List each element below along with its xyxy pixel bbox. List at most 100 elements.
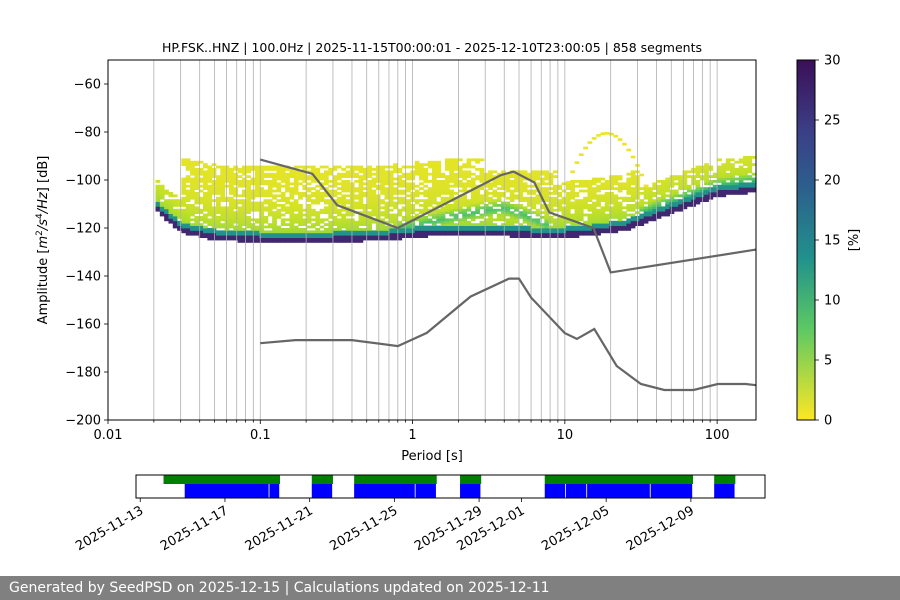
heatmap-cell <box>660 184 666 188</box>
heatmap-cell <box>449 163 454 166</box>
heatmap-cell <box>311 201 316 205</box>
heatmap-cell <box>194 228 200 231</box>
heatmap-cell <box>293 177 299 181</box>
heatmap-cell <box>475 187 480 190</box>
heatmap-cell <box>393 187 398 190</box>
heatmap-cell <box>423 168 429 171</box>
heatmap-cell <box>682 182 688 186</box>
heatmap-cell <box>319 177 325 181</box>
heatmap-cell <box>406 218 411 222</box>
heatmap-cell <box>272 196 277 200</box>
heatmap-cell <box>457 196 463 200</box>
heatmap-cell <box>228 182 234 186</box>
heatmap-cell <box>306 240 312 243</box>
heatmap-cell <box>600 177 606 181</box>
heatmap-cell <box>267 204 273 207</box>
heatmap-cell <box>375 211 381 214</box>
heatmap-cell <box>522 206 528 210</box>
heatmap-cell <box>380 172 385 176</box>
heatmap-cell <box>224 184 230 188</box>
heatmap-cell <box>669 204 675 207</box>
heatmap-cell <box>665 204 670 207</box>
heatmap-cell <box>436 211 442 214</box>
heatmap-cell <box>336 211 342 214</box>
heatmap-cell <box>241 237 247 241</box>
heatmap-cell <box>730 172 735 176</box>
heatmap-cell <box>721 175 727 178</box>
heatmap-cell <box>155 189 161 193</box>
colorbar-tick-label: 30 <box>824 54 841 69</box>
heatmap-cell <box>483 192 489 195</box>
heatmap-cell <box>518 213 524 217</box>
heatmap-cell <box>557 232 562 236</box>
heatmap-cell <box>695 187 701 190</box>
heatmap-cell <box>181 230 187 234</box>
heatmap-cell <box>155 204 161 207</box>
heatmap-cell <box>453 218 459 222</box>
heatmap-cell <box>224 172 230 176</box>
heatmap-cell <box>423 184 429 188</box>
heatmap-cell <box>220 189 226 193</box>
heatmap-cell <box>185 206 191 210</box>
heatmap-cell <box>246 184 251 188</box>
heatmap-cell <box>492 192 498 195</box>
heatmap-cell <box>734 187 740 190</box>
heatmap-cell <box>203 170 208 174</box>
heatmap-cell <box>509 225 515 229</box>
heatmap-cell <box>470 232 476 236</box>
heatmap-cell <box>276 211 282 214</box>
heatmap-cell <box>362 182 368 186</box>
heatmap-cell <box>626 187 632 190</box>
heatmap-cell <box>306 216 312 219</box>
heatmap-cell <box>505 196 511 200</box>
heatmap-cell <box>470 230 476 234</box>
heatmap-cell <box>643 213 649 217</box>
heatmap-cell <box>393 170 398 174</box>
heatmap-cell <box>743 170 748 174</box>
heatmap-cell <box>626 218 632 222</box>
heatmap-cell <box>475 204 480 207</box>
heatmap-cell <box>285 223 290 226</box>
heatmap-cell <box>168 211 174 214</box>
heatmap-cell <box>371 168 377 171</box>
heatmap-cell <box>591 223 597 226</box>
heatmap-cell <box>285 206 290 210</box>
heatmap-cell <box>267 192 273 195</box>
heatmap-cell <box>220 208 226 212</box>
heatmap-cell <box>427 201 433 205</box>
heatmap-cell <box>514 204 519 207</box>
heatmap-cell <box>717 158 722 162</box>
heatmap-cell <box>427 213 433 217</box>
heatmap-cell <box>332 192 338 195</box>
heatmap-cell <box>587 216 593 219</box>
heatmap-cell <box>578 153 584 156</box>
heatmap-cell <box>725 172 731 176</box>
heatmap-cell <box>743 168 748 171</box>
heatmap-cell <box>492 180 498 183</box>
heatmap-cell <box>358 165 364 169</box>
heatmap-cell <box>738 168 744 171</box>
heatmap-cell <box>470 177 476 181</box>
heatmap-cell <box>371 208 377 212</box>
heatmap-cell <box>241 211 247 214</box>
heatmap-cell <box>228 168 234 171</box>
heatmap-cell <box>678 177 683 181</box>
heatmap-cell <box>596 204 601 207</box>
heatmap-cell <box>462 175 467 178</box>
heatmap-cell <box>328 189 334 193</box>
heatmap-cell <box>324 218 329 222</box>
heatmap-cell <box>583 206 588 210</box>
heatmap-cell <box>181 208 187 212</box>
heatmap-cell <box>587 180 593 183</box>
heatmap-cell <box>682 172 688 176</box>
heatmap-cell <box>280 194 286 198</box>
heatmap-cell <box>406 189 411 193</box>
heatmap-cell <box>393 168 398 171</box>
heatmap-cell <box>578 225 584 229</box>
heatmap-cell <box>483 204 489 207</box>
heatmap-cell <box>367 184 372 188</box>
heatmap-cell <box>738 192 744 195</box>
heatmap-cell <box>302 180 308 183</box>
heatmap-cell <box>211 211 217 214</box>
heatmap-cell <box>617 182 623 186</box>
